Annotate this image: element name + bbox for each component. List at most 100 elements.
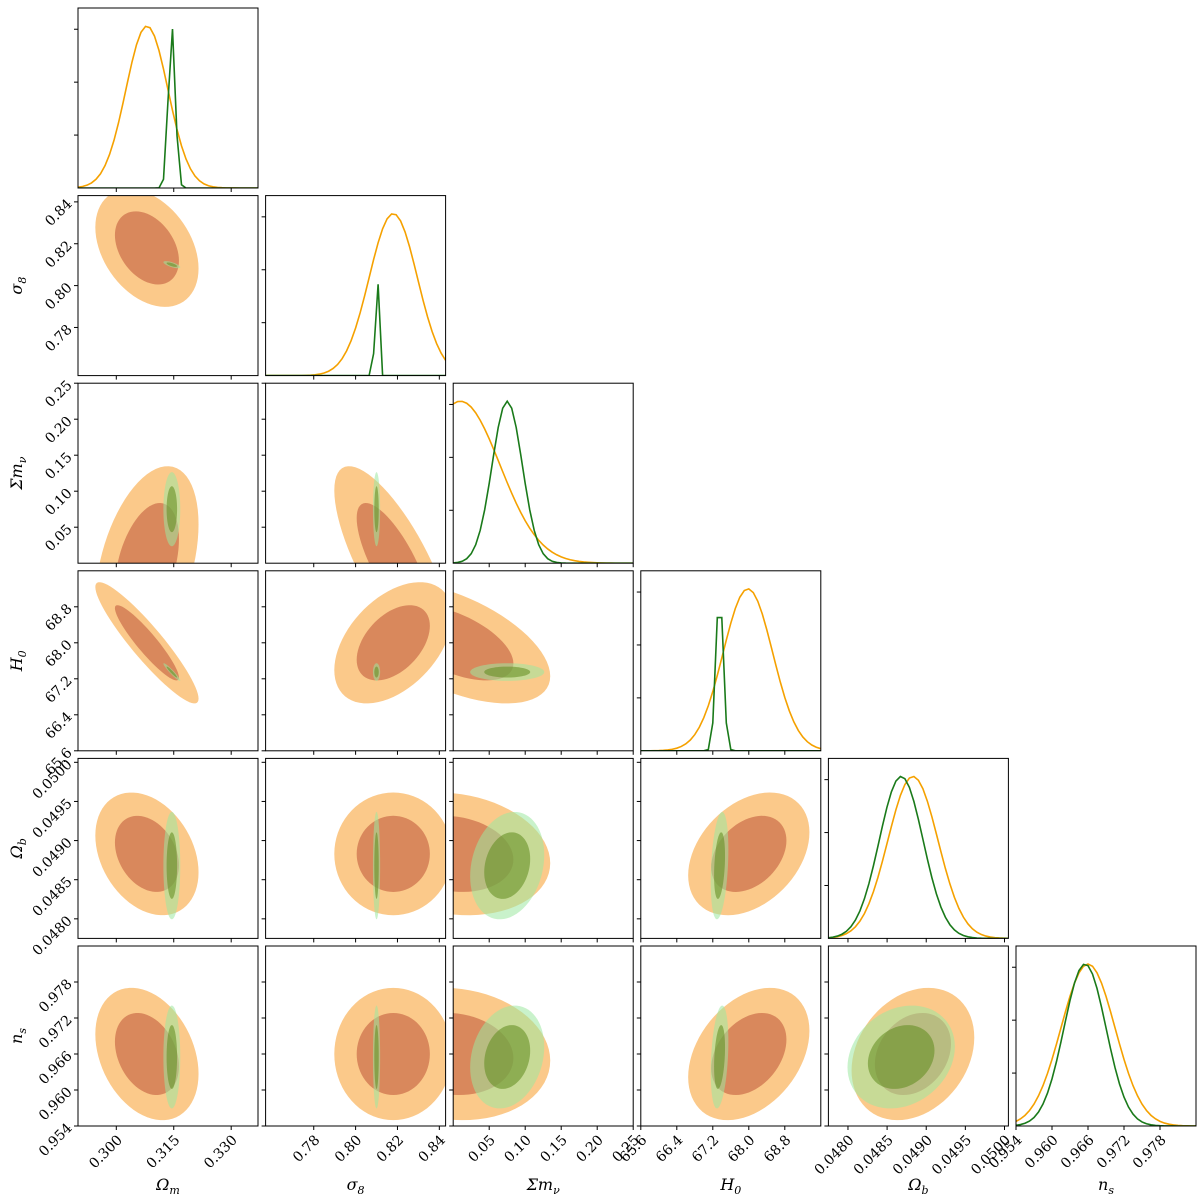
y-tick-label-ns: 0.978 [36, 976, 76, 1016]
panel-frame [452, 570, 634, 752]
marginal-broad-posterior-mnu [453, 400, 634, 564]
panel-frame [452, 382, 634, 564]
panel-frame [77, 570, 259, 752]
panel-om-h0: 65.666.467.268.068.8 [42, 570, 259, 778]
panel-om-s8: 0.78 0.80 0.82 0.84 [42, 195, 259, 380]
panel-s8-h0 [261, 570, 447, 755]
x-axis-label-h0: H0 [719, 1175, 741, 1197]
contour-inner-broad-posterior-om-mnu [117, 503, 179, 564]
x-axis-label-s8: σ8 [347, 1175, 365, 1197]
x-tick-label-om: 0.315 [144, 1132, 184, 1172]
marginal-narrow-posterior-om [78, 28, 258, 188]
marginal-broad-posterior-ns [1016, 963, 1196, 1126]
panel-frame [452, 945, 634, 1127]
y-axis-label-ns: ns [7, 1028, 29, 1044]
x-tick-label-mnu: 0.15 [537, 1132, 570, 1165]
y-tick-label-s8: 0.84 [42, 196, 75, 229]
panel-h0-h0 [636, 570, 822, 755]
x-tick-label-om: 0.300 [86, 1132, 126, 1172]
panel-h0-ob [636, 757, 822, 943]
x-axis-label-ob: Ωb [907, 1175, 928, 1197]
x-axis-label-om: Ωm [155, 1175, 180, 1197]
panel-mnu-h0 [449, 570, 634, 755]
contour-inner-broad-posterior-h0-ob [711, 815, 787, 892]
x-axis-label-mnu: Σmν [526, 1175, 560, 1197]
y-axis-label-ob: Ωb [7, 838, 29, 859]
y-tick-label-ob: 0.0485 [30, 874, 76, 920]
x-tick-label-h0: 66.4 [653, 1132, 686, 1165]
x-tick-label-ns: 0.972 [1094, 1132, 1134, 1172]
panel-frame [1015, 945, 1197, 1127]
contour-inner-narrow-posterior-om-mnu [166, 486, 178, 533]
panel-frame [77, 7, 259, 189]
x-tick-label-h0: 68.0 [725, 1132, 758, 1165]
panel-frame [827, 945, 1009, 1127]
panel-mnu-ob [449, 757, 634, 943]
contour-inner-broad-posterior-om-ob [114, 815, 179, 892]
panel-frame [640, 570, 822, 752]
x-tick-label-ob: 0.0495 [929, 1132, 975, 1178]
contour-inner-narrow-posterior-s8-ob [374, 832, 379, 899]
panel-frame [640, 757, 822, 939]
marginal-narrow-posterior-h0 [640, 616, 821, 751]
contour-inner-narrow-posterior-h0-ob [714, 832, 726, 899]
panel-s8-ob [261, 757, 447, 943]
marginal-broad-posterior-s8 [265, 213, 446, 376]
y-tick-label-mnu: 0.05 [42, 522, 75, 555]
x-tick-label-ns: 0.960 [1022, 1132, 1062, 1172]
x-tick-label-ob: 0.0485 [851, 1132, 897, 1178]
y-tick-label-s8: 0.82 [42, 238, 75, 271]
contour-inner-narrow-posterior-s8-ns [374, 1025, 379, 1089]
panel-s8-mnu [261, 382, 447, 568]
panel-s8-s8 [261, 195, 447, 380]
panel-frame [452, 757, 634, 939]
panel-s8-ns: 0.78 0.80 0.82 0.84 [261, 945, 449, 1166]
contour-inner-narrow-posterior-om-ob [166, 832, 178, 899]
x-axis-label-ns: ns [1098, 1175, 1114, 1197]
contour-inner-narrow-posterior-s8-mnu [374, 486, 379, 533]
x-tick-label-om: 0.330 [201, 1132, 241, 1172]
y-tick-label-ns: 0.954 [36, 1120, 76, 1160]
panel-ob-ob [824, 757, 1009, 943]
y-tick-label-mnu: 0.25 [42, 378, 75, 411]
marginal-broad-posterior-h0 [640, 588, 821, 751]
y-tick-label-h0: 68.0 [42, 637, 75, 670]
marginal-narrow-posterior-ns [1016, 963, 1196, 1126]
contour-inner-narrow-posterior-om-ns [166, 1025, 178, 1089]
marginal-narrow-posterior-mnu [453, 399, 634, 564]
y-tick-label-s8: 0.80 [42, 280, 75, 313]
y-tick-label-ns: 0.960 [36, 1084, 76, 1124]
x-tick-label-h0: 68.8 [761, 1132, 794, 1165]
y-tick-label-h0: 67.2 [42, 673, 75, 706]
y-axis-label-h0: H0 [7, 650, 29, 672]
y-tick-label-mnu: 0.20 [42, 414, 75, 447]
contour-inner-broad-posterior-s8-ns [356, 1012, 430, 1096]
x-tick-label-ob: 0.0480 [812, 1132, 858, 1178]
panel-mnu-mnu [449, 382, 634, 568]
y-tick-label-ns: 0.966 [36, 1048, 76, 1088]
y-tick-label-mnu: 0.10 [42, 486, 75, 519]
x-tick-label-h0: 65.6 [617, 1132, 650, 1165]
x-tick-label-s8: 0.82 [374, 1132, 407, 1165]
marginal-narrow-posterior-ob [828, 775, 1009, 939]
contour-inner-narrow-posterior-s8-h0 [374, 666, 379, 678]
y-tick-label-mnu: 0.15 [42, 450, 75, 483]
contour-inner-narrow-posterior-mnu-ob [484, 832, 531, 899]
contour-inner-broad-posterior-om-s8 [114, 211, 179, 285]
panel-frame [77, 945, 259, 1127]
panel-frame [77, 382, 259, 564]
x-tick-label-s8: 0.80 [332, 1132, 365, 1165]
contour-inner-narrow-posterior-ob-ns [867, 1025, 935, 1089]
x-tick-label-mnu: 0.20 [573, 1132, 606, 1165]
contour-inner-narrow-posterior-om-h0 [166, 666, 178, 678]
contour-inner-narrow-posterior-mnu-ns [484, 1025, 531, 1089]
y-tick-label-ob: 0.0480 [30, 913, 76, 959]
panel-frame [640, 945, 822, 1127]
panel-h0-ns: 65.6 66.4 67.2 68.0 68.8 [617, 945, 822, 1166]
contour-inner-broad-posterior-s8-mnu [356, 503, 418, 564]
x-tick-label-mnu: 0.05 [465, 1132, 498, 1165]
contour-inner-broad-posterior-om-ns [114, 1013, 179, 1095]
